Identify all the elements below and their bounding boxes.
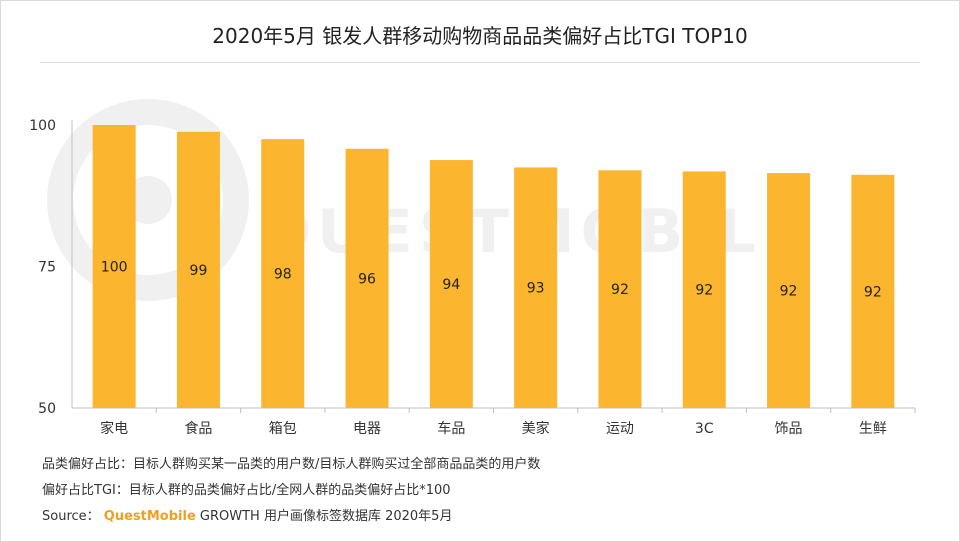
bar	[345, 148, 389, 408]
source-line: Source： QuestMobile GROWTH 用户画像标签数据库 202…	[42, 504, 540, 530]
bar	[682, 171, 726, 408]
x-tick-label: 饰品	[775, 421, 803, 437]
bar	[514, 167, 558, 408]
data-label: 94	[442, 277, 460, 293]
x-tick-label: 3C	[695, 421, 714, 437]
bar	[767, 173, 811, 408]
y-tick-label: 100	[29, 118, 56, 134]
bars	[92, 125, 895, 409]
source-rest: GROWTH 用户画像标签数据库 2020年5月	[199, 509, 453, 524]
bar	[92, 125, 136, 408]
data-labels: 100 99 98 96 94 93 92 92 92 92	[101, 260, 882, 301]
x-tick-label: 电器	[353, 421, 381, 437]
data-label: 98	[274, 267, 292, 283]
x-tick-label: 美家	[522, 420, 550, 437]
y-tick-label: 50	[38, 401, 56, 417]
bar	[598, 170, 642, 408]
bar	[429, 160, 473, 408]
y-tick-label: 75	[38, 260, 56, 276]
source-prefix: Source：	[42, 509, 100, 524]
chart-title: 2020年5月 银发人群移动购物商品品类偏好占比TGI TOP10	[212, 24, 748, 48]
bar	[261, 139, 305, 408]
note-definition-tgi: 偏好占比TGI：目标人群的品类偏好占比/全网人群的品类偏好占比*100	[42, 483, 451, 498]
x-tick-label: 车品	[437, 420, 465, 437]
data-label: 92	[780, 284, 798, 300]
x-tick-label: 家电	[100, 420, 128, 437]
data-label: 93	[527, 281, 545, 297]
footnotes: 品类偏好占比：目标人群购买某一品类的用户数/目标人群购买过全部商品品类的用户数 …	[42, 452, 540, 530]
data-label: 100	[101, 260, 128, 276]
data-label: 92	[611, 282, 629, 298]
bar	[176, 131, 220, 409]
title-divider	[40, 62, 920, 63]
source-brand: QuestMobile	[103, 509, 196, 524]
data-label: 96	[358, 271, 376, 287]
data-label: 92	[864, 284, 882, 300]
x-tick-label: 运动	[606, 421, 634, 437]
x-tick-label: 箱包	[269, 421, 297, 437]
data-label: 99	[190, 263, 208, 279]
note-definition-share: 品类偏好占比：目标人群购买某一品类的用户数/目标人群购买过全部商品品类的用户数	[42, 457, 541, 472]
data-label: 92	[695, 283, 713, 299]
bar	[851, 174, 895, 408]
x-tick-label: 食品	[184, 420, 212, 437]
x-tick-label: 生鲜	[859, 421, 887, 437]
